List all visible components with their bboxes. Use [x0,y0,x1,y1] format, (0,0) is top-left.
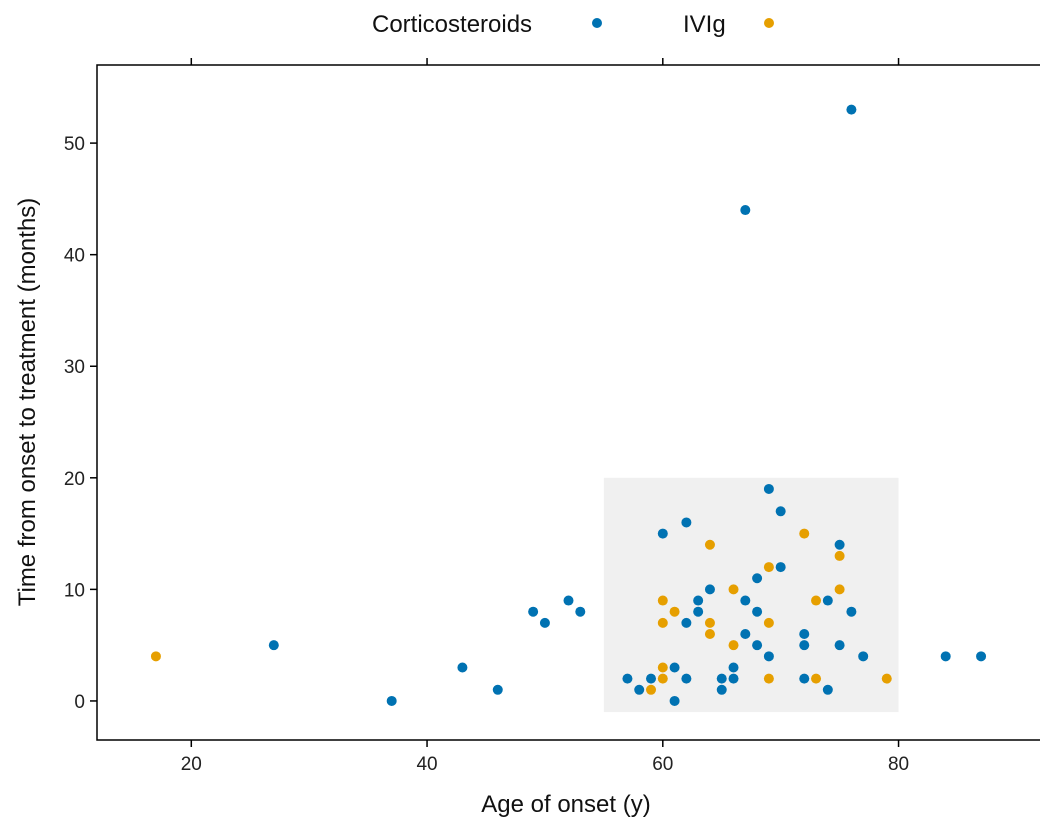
data-point-corticosteroids [799,629,810,640]
data-point-corticosteroids [728,673,739,684]
data-point-ivig [881,673,892,684]
data-point-ivig [834,550,845,561]
data-point-ivig [657,673,668,684]
data-point-corticosteroids [858,651,869,662]
data-point-ivig [799,528,810,539]
data-point-ivig [704,629,715,640]
data-point-corticosteroids [457,662,468,673]
data-point-corticosteroids [728,662,739,673]
data-point-corticosteroids [539,617,550,628]
data-point-corticosteroids [752,606,763,617]
plot-area: 20 40 60 80 0 10 20 30 40 50 [64,58,1040,775]
y-tick-label: 50 [64,134,85,155]
data-point-ivig [763,673,774,684]
data-point-ivig [728,640,739,651]
data-point-corticosteroids [669,695,680,706]
data-point-corticosteroids [386,695,397,706]
x-tick-label: 40 [416,754,437,775]
data-point-ivig [763,562,774,573]
data-point-ivig [704,617,715,628]
data-point-corticosteroids [740,595,751,606]
data-point-corticosteroids [822,595,833,606]
data-point-ivig [763,617,774,628]
data-point-corticosteroids [681,617,692,628]
data-point-corticosteroids [846,606,857,617]
data-point-corticosteroids [775,562,786,573]
data-point-corticosteroids [693,595,704,606]
y-tick-label: 30 [64,357,85,378]
x-axis-title: Age of onset (y) [481,791,650,818]
panel-border [96,64,1040,741]
data-point-corticosteroids [657,528,668,539]
data-point-corticosteroids [492,684,503,695]
data-point-ivig [811,673,822,684]
data-point-corticosteroids [740,205,751,216]
legend-marker-ivig [764,18,774,28]
data-point-corticosteroids [834,539,845,550]
data-point-ivig [657,662,668,673]
x-tick-label: 80 [888,754,909,775]
legend: Corticosteroids IVIg [372,11,774,38]
data-point-corticosteroids [976,651,987,662]
data-point-ivig [646,684,657,695]
data-point-corticosteroids [940,651,951,662]
data-point-corticosteroids [622,673,633,684]
data-point-corticosteroids [822,684,833,695]
highlight-region [603,477,899,713]
data-point-corticosteroids [563,595,574,606]
data-point-corticosteroids [846,104,857,115]
data-point-corticosteroids [268,640,279,651]
y-tick-label: 0 [74,692,85,713]
data-point-corticosteroids [799,640,810,651]
data-point-corticosteroids [834,640,845,651]
data-point-corticosteroids [634,684,645,695]
x-tick-label: 20 [181,754,202,775]
data-point-corticosteroids [763,483,774,494]
data-point-corticosteroids [681,673,692,684]
data-point-corticosteroids [752,573,763,584]
data-point-corticosteroids [763,651,774,662]
data-point-ivig [834,584,845,595]
data-point-corticosteroids [775,506,786,517]
legend-marker-corticosteroids [592,18,602,28]
data-point-corticosteroids [799,673,810,684]
data-point-corticosteroids [528,606,539,617]
data-point-ivig [704,539,715,550]
y-axis-title: Time from onset to treatment (months) [14,198,41,607]
data-point-corticosteroids [752,640,763,651]
data-point-corticosteroids [693,606,704,617]
y-tick-label: 40 [64,246,85,267]
data-point-ivig [150,651,161,662]
data-point-corticosteroids [646,673,657,684]
legend-label-corticosteroids: Corticosteroids [372,11,532,38]
data-point-corticosteroids [716,684,727,695]
data-point-ivig [728,584,739,595]
data-point-ivig [657,617,668,628]
data-point-corticosteroids [740,629,751,640]
y-tick-label: 10 [64,580,85,601]
data-point-corticosteroids [704,584,715,595]
y-tick-label: 20 [64,469,85,490]
x-tick-label: 60 [652,754,673,775]
data-point-corticosteroids [575,606,586,617]
data-point-ivig [657,595,668,606]
data-point-corticosteroids [681,517,692,528]
data-point-ivig [811,595,822,606]
data-point-corticosteroids [716,673,727,684]
legend-label-ivig: IVIg [683,11,726,38]
data-point-ivig [669,606,680,617]
data-point-corticosteroids [669,662,680,673]
